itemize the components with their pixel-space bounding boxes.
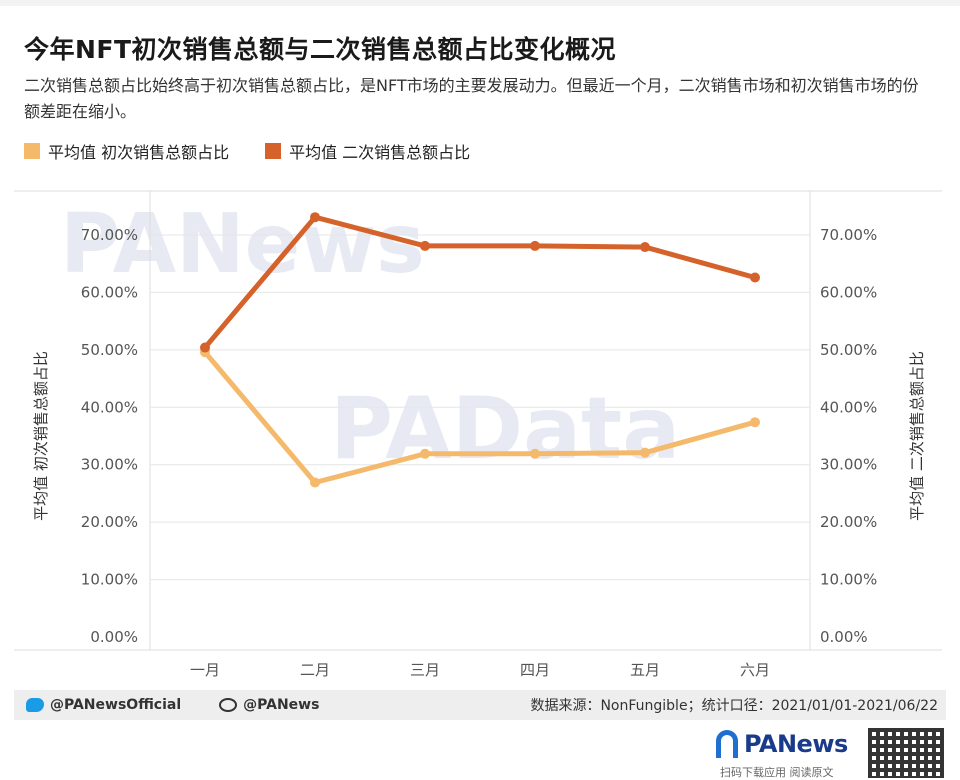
y-tick-left: 50.00%	[81, 341, 138, 359]
x-tick-label: 六月	[740, 661, 770, 679]
x-tick-label: 二月	[300, 661, 330, 679]
legend: 平均值 初次销售总额占比 平均值 二次销售总额占比	[24, 139, 470, 163]
panews-logo-icon	[716, 730, 738, 758]
data-source: 数据来源：NonFungible；统计口径：2021/01/01-2021/06…	[530, 698, 938, 714]
brand-logo: PANews	[716, 730, 848, 758]
y-tick-left: 10.00%	[81, 571, 138, 589]
y-tick-left: 30.00%	[81, 456, 138, 474]
brand-name: PANews	[744, 730, 848, 758]
y-tick-right: 40.00%	[820, 398, 877, 416]
y-tick-left: 60.00%	[81, 283, 138, 301]
legend-swatch-primary	[24, 143, 40, 159]
data-point-primary	[640, 447, 650, 458]
x-tick-label: 五月	[630, 661, 660, 679]
data-point-secondary	[420, 240, 430, 251]
twitter-icon	[26, 698, 44, 712]
y-tick-right: 70.00%	[820, 226, 877, 244]
y-tick-left: 0.00%	[90, 628, 138, 646]
y-tick-right: 0.00%	[820, 628, 868, 646]
y-tick-right: 20.00%	[820, 513, 877, 531]
data-point-primary	[310, 477, 320, 488]
legend-label-primary: 平均值 初次销售总额占比	[48, 143, 230, 162]
y-tick-left: 20.00%	[81, 513, 138, 531]
legend-swatch-secondary	[265, 143, 282, 159]
y-tick-right: 30.00%	[820, 456, 877, 474]
y-axis-label-right: 平均值 二次销售总额占比	[908, 351, 926, 521]
y-tick-left: 40.00%	[81, 398, 138, 416]
twitter-handle[interactable]: @PANewsOfficial	[26, 697, 181, 713]
twitter-label: @PANewsOfficial	[50, 697, 182, 713]
series-line-primary	[202, 349, 758, 486]
x-tick-label: 三月	[410, 661, 440, 679]
y-axis-label-left: 平均值 初次销售总额占比	[32, 351, 50, 521]
weibo-icon	[219, 698, 238, 712]
data-point-secondary	[640, 242, 650, 253]
x-tick-label: 四月	[520, 661, 550, 679]
qr-code-icon[interactable]	[868, 728, 944, 778]
top-strip	[0, 0, 960, 6]
data-point-secondary	[200, 342, 210, 353]
legend-label-secondary: 平均值 二次销售总额占比	[289, 143, 471, 162]
y-tick-right: 10.00%	[820, 571, 877, 589]
data-point-secondary	[310, 212, 320, 223]
y-tick-right: 60.00%	[820, 283, 877, 301]
weibo-handle[interactable]: @PANews	[219, 697, 319, 713]
chart-subtitle: 二次销售总额占比始终高于初次销售总额占比，是NFT市场的主要发展动力。但最近一个…	[24, 76, 919, 121]
data-point-primary	[420, 448, 430, 459]
grid-layer	[14, 190, 942, 651]
weibo-label: @PANews	[243, 697, 320, 713]
y-tick-left: 70.00%	[81, 226, 138, 244]
data-point-secondary	[530, 240, 540, 251]
x-tick-label: 一月	[190, 661, 220, 679]
axis-layer: 0.00% 0.00% 10.00% 10.00% 20.00% 20.00% 30.00%…	[32, 226, 926, 679]
legend-item-primary: 平均值 初次销售总额占比	[24, 139, 229, 163]
data-point-primary	[750, 417, 760, 428]
series-layer	[200, 212, 760, 488]
legend-item-secondary: 平均值 二次销售总额占比	[265, 139, 470, 163]
series-line-secondary	[202, 214, 758, 351]
y-tick-right: 50.00%	[820, 341, 877, 359]
data-point-primary	[530, 448, 540, 459]
chart-title: 今年NFT初次销售总额与二次销售总额占比变化概况	[24, 35, 617, 64]
brand-slogan: 扫码下载应用 阅读原文	[720, 766, 834, 779]
data-point-secondary	[750, 272, 760, 283]
footer-bar: @PANewsOfficial @PANews 数据来源：NonFungible…	[14, 690, 946, 720]
watermark-panews: PANews	[60, 197, 425, 292]
